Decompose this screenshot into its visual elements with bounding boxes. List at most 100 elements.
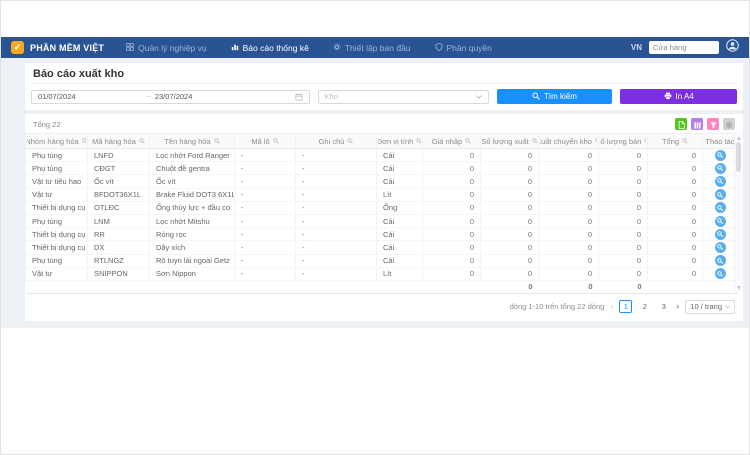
cell-actions (702, 161, 738, 176)
briefcase-icon (126, 42, 134, 53)
cell-lot: - (234, 267, 296, 281)
cell-name: Chuột đề gentra (149, 161, 235, 176)
row-detail-button[interactable] (714, 215, 726, 227)
cell-unit: Cái (376, 240, 423, 255)
pagination: dòng 1-10 trên tổng 22 dòng ‹ 1 2 3 › 10… (25, 294, 743, 314)
column-config-button[interactable] (691, 118, 703, 130)
cell-note: - (295, 174, 377, 189)
cell-total: 0 (647, 240, 703, 255)
cell-group: Vật tư (25, 188, 88, 202)
column-search-icon[interactable] (81, 138, 86, 144)
search-button-label: Tìm kiếm (544, 92, 577, 101)
cell-qty-export: 0 (480, 201, 539, 215)
col-label: Thao tác (705, 136, 735, 146)
filter-button[interactable] (707, 118, 719, 130)
cell-unit: Lít (376, 267, 423, 281)
warehouse-placeholder: Kho (324, 92, 338, 101)
cell-unit: Lít (376, 188, 423, 202)
col-total: Tổng (647, 133, 703, 149)
column-search-icon[interactable] (213, 138, 220, 144)
page-size-value: 10 / trang (690, 302, 722, 312)
search-button[interactable]: Tìm kiếm (496, 89, 613, 104)
next-page-button[interactable]: › (676, 301, 680, 312)
cell-code: Ốc vít (87, 174, 150, 189)
table-row: Phụ tùng CĐGT Chuột đề gentra - - Cái 0 … (25, 161, 738, 176)
row-detail-button[interactable] (714, 175, 726, 187)
page-button-1[interactable]: 1 (619, 300, 633, 314)
browser-top-strip (1, 1, 749, 37)
table-header-row: Nhóm hàng hóa Mã hàng hóa Tên hàng hóa M… (25, 133, 738, 149)
column-search-icon[interactable] (465, 138, 471, 144)
print-a4-button[interactable]: In A4 (620, 89, 737, 104)
column-search-icon[interactable] (682, 138, 688, 144)
cell-code: CĐGT (87, 161, 150, 176)
page-button-2[interactable]: 2 (642, 302, 647, 312)
date-from-value[interactable]: 01/07/2024 (38, 92, 76, 101)
table-row: Phụ tùng LNM Lọc nhớt Mitshu - - Cái 0 0… (25, 214, 738, 229)
row-detail-button[interactable] (714, 228, 726, 240)
column-search-icon[interactable] (347, 138, 354, 144)
cell-lot: - (234, 201, 296, 215)
store-search-input[interactable] (649, 41, 719, 54)
cell-code: BFDOT36X1L (87, 188, 150, 202)
cell-group: Phụ tùng (25, 161, 88, 176)
table-settings-button[interactable] (723, 118, 735, 130)
column-search-icon[interactable] (644, 138, 646, 144)
cell-transfer: 0 (538, 267, 599, 281)
cell-unit: Cái (376, 161, 423, 176)
prev-page-button[interactable]: ‹ (610, 301, 614, 312)
user-avatar[interactable] (726, 38, 739, 54)
gear-icon (725, 117, 733, 132)
row-detail-button[interactable] (714, 162, 726, 174)
cell-name: Lọc nhớt Mitshu (149, 214, 235, 229)
row-detail-button[interactable] (714, 189, 726, 201)
column-search-icon[interactable] (272, 138, 279, 144)
pagination-info: dòng 1-10 trên tổng 22 dòng (509, 302, 605, 312)
cell-note: - (295, 267, 377, 281)
summary-qty-export: 0 (480, 279, 539, 294)
cell-unit: Ống (376, 201, 423, 215)
row-detail-button[interactable] (714, 241, 726, 253)
table-row: Phụ tùng LNFD Lọc nhớt Ford Ranger - - C… (25, 148, 738, 163)
col-transfer: Xuất chuyển kho (538, 133, 599, 149)
column-search-icon[interactable] (595, 138, 597, 144)
cell-actions (702, 148, 738, 163)
menu-item-permissions[interactable]: Phân quyền (435, 43, 492, 53)
menu-item-reports[interactable]: Báo cáo thống kê (231, 43, 309, 53)
date-range-picker[interactable]: 01/07/2024 ~ 23/07/2024 (31, 89, 310, 104)
menu-item-business[interactable]: Quản lý nghiệp vụ (126, 43, 207, 53)
page-button-3[interactable]: 3 (661, 302, 666, 312)
cell-lot: - (234, 174, 296, 189)
col-unit: Đơn vị tính (376, 133, 423, 149)
scrollbar-thumb[interactable] (736, 142, 741, 172)
column-search-icon[interactable] (532, 138, 537, 144)
table-tools (675, 118, 735, 130)
cell-qty-export: 0 (480, 214, 539, 229)
export-excel-button[interactable] (675, 118, 687, 130)
row-detail-button[interactable] (714, 255, 726, 267)
app-logo[interactable]: ✓ (11, 41, 24, 54)
cell-transfer: 0 (538, 174, 599, 189)
table-row: Phụ tùng RTLNGZ Rô tuyn lái ngoài Getz -… (25, 254, 738, 268)
page-size-select[interactable]: 10 / trang (685, 299, 735, 314)
table-row: Thiết bị dụng cụ DX Dây xích - - Cái 0 0… (25, 240, 738, 255)
menu-item-setup[interactable]: Thiết lập ban đầu (333, 43, 411, 53)
col-group: Nhóm hàng hóa (25, 133, 88, 149)
language-switch[interactable]: VN (630, 43, 642, 52)
summary-transfer: 0 (538, 279, 599, 294)
cell-actions (702, 267, 738, 281)
date-to-value[interactable]: 23/07/2024 (154, 92, 193, 101)
row-detail-button[interactable] (714, 268, 726, 280)
cell-lot: - (234, 214, 296, 229)
menu-item-label: Thiết lập ban đầu (344, 42, 411, 53)
warehouse-select[interactable]: Kho (317, 89, 489, 104)
cell-qty-export: 0 (480, 174, 539, 189)
cell-price: 0 (422, 161, 481, 176)
row-detail-button[interactable] (714, 202, 726, 214)
cell-name: Lọc nhớt Ford Ranger (149, 148, 235, 163)
cell-total: 0 (647, 161, 703, 176)
column-search-icon[interactable] (416, 138, 421, 144)
column-search-icon[interactable] (139, 138, 145, 144)
row-detail-button[interactable] (714, 149, 726, 161)
table-scrollbar[interactable] (734, 133, 743, 293)
